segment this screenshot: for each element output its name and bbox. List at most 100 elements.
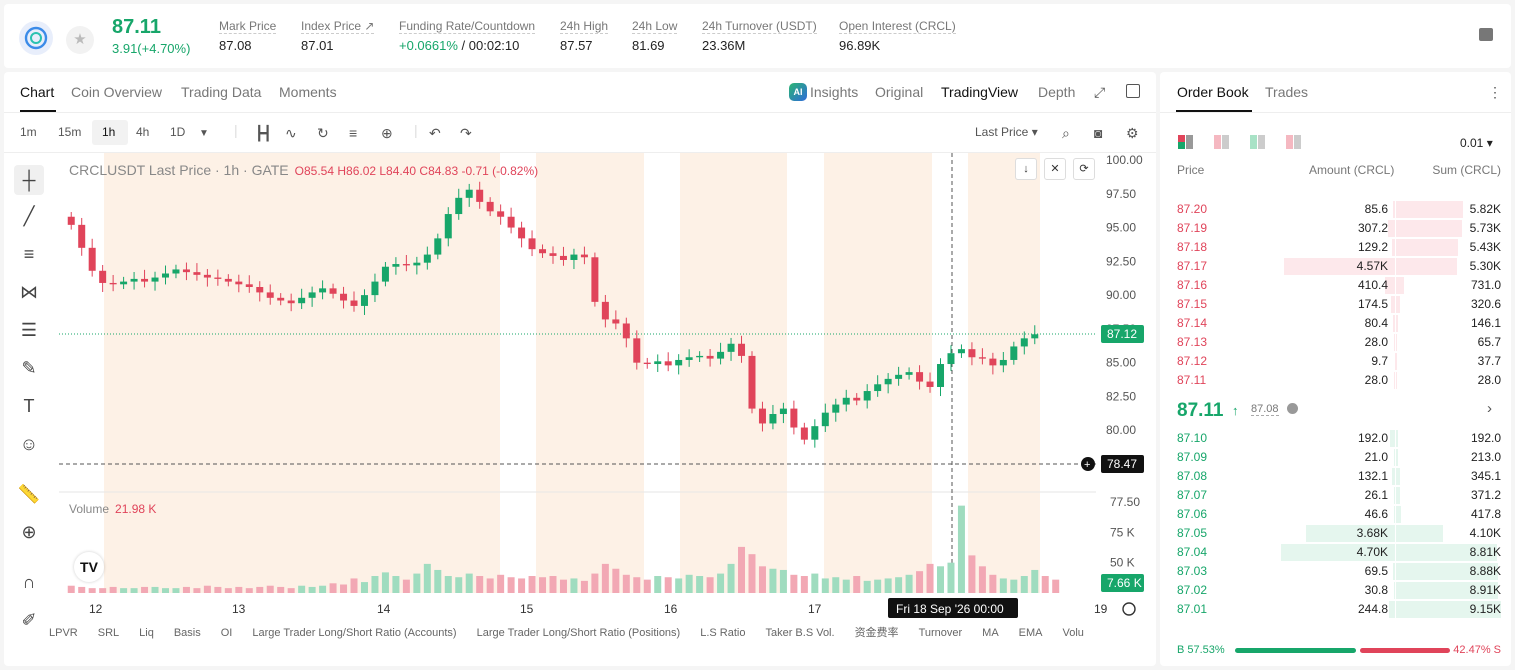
sell-ratio-bar xyxy=(1360,648,1450,653)
undo-icon[interactable]: ↶ xyxy=(429,125,441,141)
tradingview-button[interactable]: TradingView xyxy=(941,84,1019,100)
brush-tool-icon[interactable]: ✎ xyxy=(21,358,37,378)
ask-row[interactable]: 87.11 28.0 28.0 xyxy=(1160,371,1511,390)
indicator-tag[interactable]: 资金费率 xyxy=(854,627,899,639)
interval-1d[interactable]: 1D xyxy=(170,125,186,139)
layout-both-icon[interactable] xyxy=(1178,135,1194,149)
layout-bids-icon[interactable] xyxy=(1250,135,1266,149)
tab-trading-data[interactable]: Trading Data xyxy=(181,84,262,100)
bid-row[interactable]: 87.01 244.8 9.15K xyxy=(1160,600,1511,619)
pencil-tool-icon[interactable]: ✐ xyxy=(21,610,37,630)
bid-row[interactable]: 87.03 69.5 8.88K xyxy=(1160,562,1511,581)
zoom-in-tool-icon[interactable]: ⊕ xyxy=(21,522,37,542)
volume-bar xyxy=(601,563,609,593)
interval-dropdown-icon[interactable]: ▼ xyxy=(199,128,209,139)
ask-row[interactable]: 87.17 4.57K 5.30K xyxy=(1160,257,1511,276)
crosshair-tool-icon[interactable]: ┼ xyxy=(14,165,44,195)
bid-row[interactable]: 87.09 21.0 213.0 xyxy=(1160,448,1511,467)
indicator-tag[interactable]: Liq xyxy=(139,627,154,639)
compare-icon[interactable]: ↻ xyxy=(317,125,329,141)
bid-row[interactable]: 87.10 192.0 192.0 xyxy=(1160,429,1511,448)
interval-1m[interactable]: 1m xyxy=(20,125,37,139)
order-price: 87.20 xyxy=(1177,202,1208,216)
indicator-tag[interactable]: EMA xyxy=(1018,627,1043,639)
horizontal-lines-tool-icon[interactable]: ≡ xyxy=(23,244,35,264)
emoji-tool-icon[interactable]: ☺ xyxy=(19,434,39,454)
stat-index-price[interactable]: Index Price ↗ 87.01 xyxy=(301,19,375,53)
candle-body xyxy=(874,384,882,392)
indicator-tag[interactable]: SRL xyxy=(97,627,120,639)
templates-icon[interactable]: ≡ xyxy=(349,125,358,141)
original-button[interactable]: Original xyxy=(875,84,924,100)
interval-1h[interactable]: 1h xyxy=(102,125,116,139)
candle-body xyxy=(738,343,746,356)
camera-icon[interactable]: ◙ xyxy=(1094,125,1103,141)
tab-chart[interactable]: Chart xyxy=(20,84,55,100)
bid-row[interactable]: 87.07 26.1 371.2 xyxy=(1160,486,1511,505)
more-menu-icon[interactable]: ⋮ xyxy=(1488,84,1502,100)
ask-row[interactable]: 87.13 28.0 65.7 xyxy=(1160,333,1511,352)
text-tool-icon[interactable]: T xyxy=(23,396,35,416)
candle-body xyxy=(999,359,1007,366)
depth-button[interactable]: Depth xyxy=(1038,84,1076,100)
bid-row[interactable]: 87.08 132.1 345.1 xyxy=(1160,467,1511,486)
ruler-tool-icon[interactable]: 📏 xyxy=(17,484,41,504)
tab-order-book[interactable]: Order Book xyxy=(1177,84,1249,100)
layout-asks-only-icon[interactable] xyxy=(1286,135,1302,149)
layout-asks-icon[interactable] xyxy=(1214,135,1230,149)
favorite-star-icon[interactable]: ★ xyxy=(66,26,94,54)
indicator-tag[interactable]: Large Trader Long/Short Ratio (Accounts) xyxy=(252,627,457,639)
chevron-right-icon[interactable]: › xyxy=(1487,400,1492,417)
ask-row[interactable]: 87.16 410.4 731.0 xyxy=(1160,276,1511,295)
tab-coin-overview[interactable]: Coin Overview xyxy=(71,84,163,100)
precision-select[interactable]: 0.01 ▾ xyxy=(1460,136,1493,150)
pattern-tool-icon[interactable]: ⋈ xyxy=(20,282,38,302)
tab-trades[interactable]: Trades xyxy=(1265,84,1309,100)
price-chart[interactable]: 100.0097.5095.0092.5090.0087.5085.0082.5… xyxy=(4,72,1156,666)
notes-icon[interactable] xyxy=(1479,28,1493,41)
bid-row[interactable]: 87.02 30.8 8.91K xyxy=(1160,581,1511,600)
interval-15m[interactable]: 15m xyxy=(58,125,82,139)
indicator-tag[interactable]: Taker B.S Vol. xyxy=(765,627,835,639)
interval-4h[interactable]: 4h xyxy=(136,125,150,139)
scroll-down-icon[interactable]: ↓ xyxy=(1015,158,1037,180)
candle-body xyxy=(884,378,892,385)
ask-row[interactable]: 87.15 174.5 320.6 xyxy=(1160,295,1511,314)
expand-icon[interactable]: ⤢ xyxy=(1094,84,1106,100)
indicator-tag[interactable]: MA xyxy=(982,627,999,639)
magnet-tool-icon[interactable]: ∩ xyxy=(22,572,36,592)
ask-row[interactable]: 87.19 307.2 5.73K xyxy=(1160,219,1511,238)
bid-row[interactable]: 87.05 3.68K 4.10K xyxy=(1160,524,1511,543)
indicator-tag[interactable]: Basis xyxy=(173,627,201,639)
add-indicator-icon[interactable]: ⊕ xyxy=(381,125,393,141)
bid-row[interactable]: 87.04 4.70K 8.81K xyxy=(1160,543,1511,562)
refresh-icon[interactable]: ⟳ xyxy=(1073,158,1095,180)
price-type-select[interactable]: Last Price ▾ xyxy=(975,125,1038,139)
order-sum: 731.0 xyxy=(1470,278,1501,292)
indicator-tag[interactable]: Turnover xyxy=(918,627,963,639)
search-icon[interactable]: ⌕ xyxy=(1062,125,1070,141)
candle-body xyxy=(685,357,693,360)
indicators-icon[interactable]: ∿ xyxy=(285,125,297,141)
indicator-tag[interactable]: Volu xyxy=(1062,627,1084,639)
bid-row[interactable]: 87.06 46.6 417.8 xyxy=(1160,505,1511,524)
ask-row[interactable]: 87.20 85.6 5.82K xyxy=(1160,200,1511,219)
indicator-tag[interactable]: LPVR xyxy=(49,627,78,639)
order-price: 87.03 xyxy=(1177,564,1208,578)
indicator-tag[interactable]: L.S Ratio xyxy=(700,627,746,639)
indicator-tag[interactable]: OI xyxy=(220,627,233,639)
ask-row[interactable]: 87.12 9.7 37.7 xyxy=(1160,352,1511,371)
collapse-icon[interactable]: ✕ xyxy=(1044,158,1066,180)
ask-row[interactable]: 87.14 80.4 146.1 xyxy=(1160,314,1511,333)
fib-tool-icon[interactable]: ☰ xyxy=(20,320,38,340)
ask-row[interactable]: 87.18 129.2 5.43K xyxy=(1160,238,1511,257)
tab-moments[interactable]: Moments xyxy=(279,84,337,100)
candle-type-icon[interactable]: ┣┫ xyxy=(255,125,272,141)
indicator-tag[interactable]: Large Trader Long/Short Ratio (Positions… xyxy=(476,627,681,639)
trendline-tool-icon[interactable]: ╱ xyxy=(23,206,35,226)
mark-price-info-icon[interactable] xyxy=(1287,403,1298,414)
insights-button[interactable]: Insights xyxy=(810,84,859,100)
settings-gear-icon[interactable]: ⚙ xyxy=(1126,125,1139,141)
window-icon[interactable] xyxy=(1126,84,1140,98)
redo-icon[interactable]: ↷ xyxy=(460,125,472,141)
